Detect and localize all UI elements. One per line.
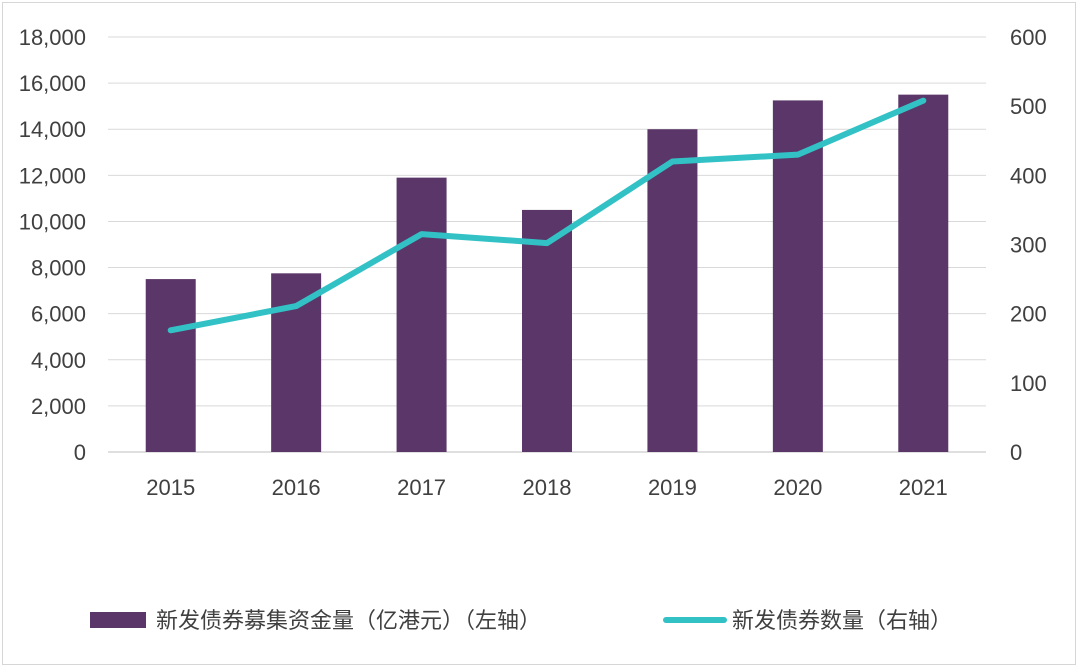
bar: [271, 273, 322, 452]
legend-bar-swatch: [90, 612, 146, 628]
bar-series: [145, 94, 949, 453]
left-tick-label: 0: [74, 440, 86, 465]
legend-bar-label: 新发债券募集资金量（亿港元）（左轴）: [156, 609, 541, 634]
right-tick-label: 0: [1010, 440, 1022, 465]
x-axis-ticks: 2015 2016 2017 2018 2019 2020 2021: [146, 475, 948, 500]
gridlines: [108, 36, 986, 453]
left-tick-label: 10,000: [19, 209, 86, 234]
right-tick-label: 600: [1010, 25, 1047, 50]
x-tick-label: 2018: [523, 475, 572, 500]
bar: [396, 177, 447, 452]
left-tick-label: 2,000: [31, 394, 86, 419]
x-tick-label: 2016: [272, 475, 321, 500]
x-tick-label: 2019: [648, 475, 697, 500]
left-tick-label: 8,000: [31, 256, 86, 281]
x-tick-label: 2021: [899, 475, 948, 500]
bar: [647, 129, 698, 452]
x-tick-label: 2017: [397, 475, 446, 500]
left-axis-ticks: 0 2,000 4,000 6,000 8,000 10,000 12,000 14,000 1…: [19, 25, 86, 465]
bar: [145, 279, 196, 452]
legend-line-label: 新发债券数量（右轴）: [732, 609, 952, 634]
right-axis-ticks: 0 100 200 300 400 500 600: [1010, 25, 1047, 465]
right-tick-label: 500: [1010, 94, 1047, 119]
left-tick-label: 12,000: [19, 163, 86, 188]
legend: 新发债券募集资金量（亿港元）（左轴） 新发债券数量（右轴）: [90, 609, 952, 634]
bar: [772, 100, 823, 453]
left-tick-label: 6,000: [31, 302, 86, 327]
x-tick-label: 2015: [146, 475, 195, 500]
right-tick-label: 200: [1010, 302, 1047, 327]
left-tick-label: 4,000: [31, 348, 86, 373]
bar: [898, 94, 949, 452]
left-tick-label: 14,000: [19, 117, 86, 142]
x-tick-label: 2020: [773, 475, 822, 500]
right-tick-label: 400: [1010, 163, 1047, 188]
line-series: [167, 97, 927, 334]
left-tick-label: 16,000: [19, 71, 86, 96]
right-tick-label: 300: [1010, 233, 1047, 258]
left-tick-label: 18,000: [19, 25, 86, 50]
bar: [522, 209, 572, 452]
right-tick-label: 100: [1010, 371, 1047, 396]
